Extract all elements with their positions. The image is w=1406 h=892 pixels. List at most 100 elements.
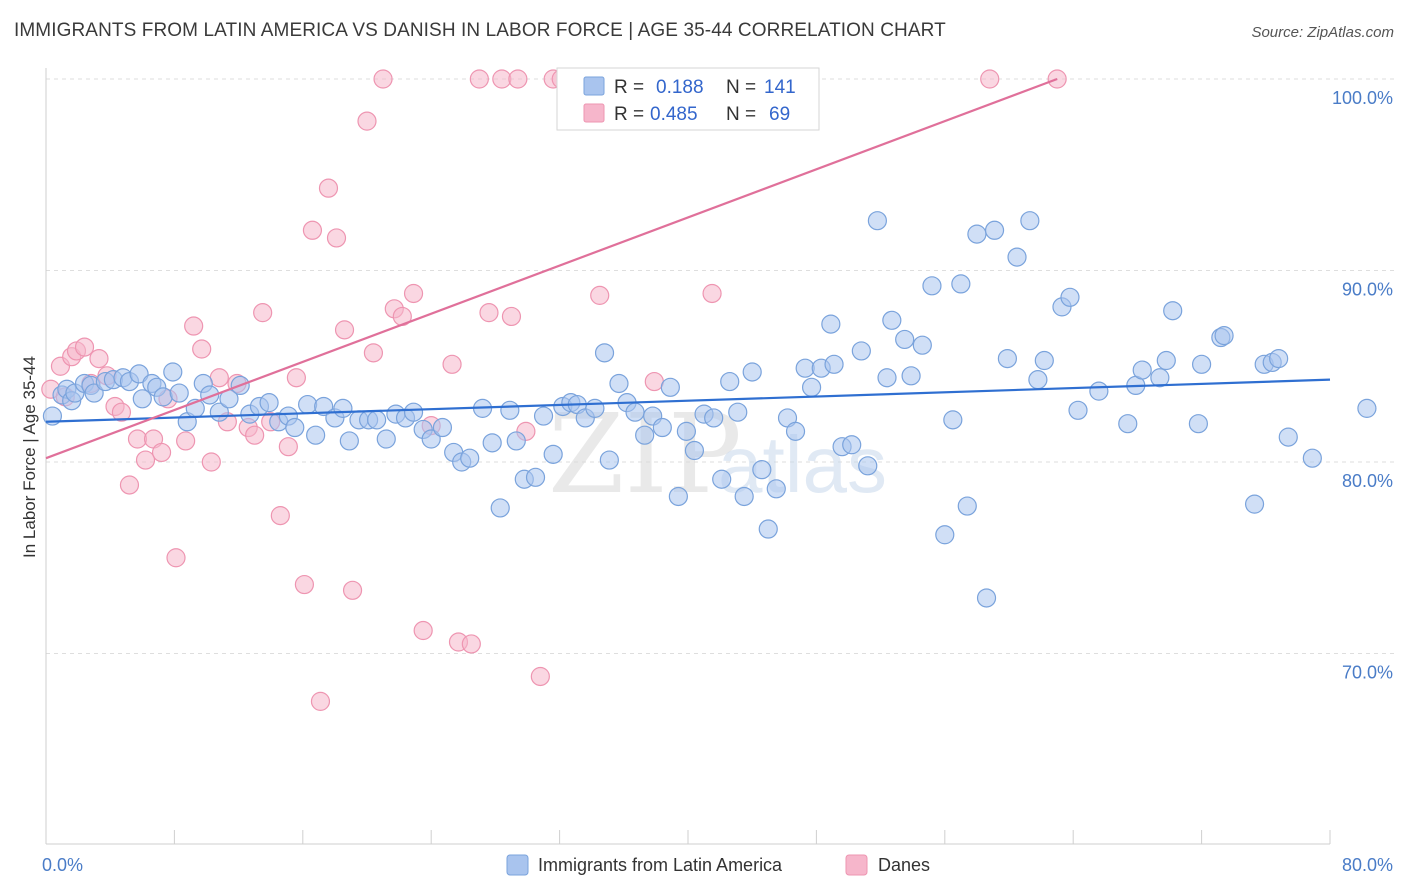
danes-point-47: [442, 354, 462, 374]
legend-swatch-latin-america: [506, 854, 529, 876]
latin-america-point-97: [858, 456, 878, 476]
latin-america-point-31: [285, 417, 305, 438]
latin-america-point-7: [84, 383, 104, 403]
x-tick-label-1: 80.0%: [1342, 855, 1393, 875]
danes-point-32: [294, 574, 315, 595]
latin-america-trend-line: [45, 378, 1331, 423]
latin-america-point-84: [752, 460, 772, 480]
danes-point-15: [151, 442, 172, 463]
latin-america-point-119: [1068, 400, 1088, 420]
danes-point-56: [530, 666, 550, 687]
stats-r-value-pink: 0.485: [650, 104, 698, 125]
latin-america-point-80: [720, 371, 740, 392]
latin-america-point-96: [851, 341, 871, 361]
latin-america-point-134: [1269, 348, 1289, 369]
danes-point-35: [318, 178, 339, 198]
latin-america-point-52: [482, 433, 502, 453]
latin-america-point-86: [766, 479, 786, 499]
danes-point-64: [702, 283, 722, 304]
danes-point-22: [209, 368, 229, 388]
latin-america-point-73: [660, 377, 680, 397]
danes-point-7: [89, 348, 109, 369]
danes-trend-line: [45, 77, 1058, 460]
latin-america-point-102: [901, 366, 921, 386]
latin-america-point-46: [421, 429, 441, 449]
danes-point-29: [270, 506, 290, 526]
latin-america-point-58: [533, 406, 554, 426]
latin-america-point-34: [314, 396, 334, 417]
latin-america-point-69: [625, 402, 645, 422]
stats-r-value-blue: 0.188: [656, 77, 704, 98]
latin-america-point-127: [1188, 414, 1208, 434]
latin-america-point-18: [169, 383, 189, 403]
latin-america-point-32: [298, 394, 318, 415]
stats-n-value-blue: 141: [764, 77, 796, 98]
latin-america-point-28: [259, 393, 279, 413]
danes-point-51: [479, 303, 499, 323]
latin-america-point-16: [153, 387, 173, 407]
latin-america-point-125: [1156, 350, 1176, 371]
latin-america-point-37: [339, 431, 359, 451]
danes-point-52: [492, 69, 512, 89]
latin-america-point-33: [306, 425, 326, 445]
latin-america-point-65: [594, 343, 615, 363]
latin-america-point-88: [785, 421, 806, 441]
latin-america-point-47: [432, 417, 453, 438]
latin-america-point-82: [734, 486, 754, 507]
latin-america-point-101: [895, 329, 915, 350]
latin-america-point-111: [984, 220, 1005, 240]
danes-point-41: [373, 69, 393, 89]
latin-america-point-74: [668, 486, 688, 507]
danes-point-36: [326, 228, 347, 248]
latin-america-point-105: [935, 525, 955, 545]
danes-point-62: [644, 371, 664, 392]
latin-america-point-57: [525, 467, 546, 487]
danes-point-54: [508, 69, 528, 89]
legend-label-latin-america: Immigrants from Latin America: [538, 855, 783, 875]
latin-america-point-112: [997, 348, 1017, 369]
source-credit: Source: ZipAtlas.com: [1251, 24, 1394, 41]
latin-america-point-113: [1007, 247, 1027, 267]
legend-label-danes: Danes: [878, 855, 930, 875]
latin-america-point-66: [599, 450, 619, 470]
latin-america-point-76: [684, 440, 705, 461]
danes-point-50: [469, 69, 489, 89]
latin-america-point-136: [1302, 448, 1322, 468]
stats-legend: R = 0.188 N = 141 R = 0.485 N = 69: [556, 67, 820, 131]
latin-america-point-36: [333, 398, 353, 418]
y-tick-label-0: 100.0%: [1332, 88, 1393, 108]
latin-america-point-40: [367, 410, 387, 430]
latin-america-point-89: [795, 358, 815, 378]
latin-america-point-12: [129, 364, 149, 384]
latin-america-point-95: [842, 435, 862, 455]
latin-america-point-17: [163, 362, 183, 382]
latin-america-point-123: [1132, 360, 1152, 380]
danes-point-44: [403, 283, 424, 304]
danes-point-17: [166, 548, 186, 568]
latin-america-point-137: [1357, 398, 1377, 418]
danes-point-10: [111, 402, 132, 422]
latin-america-point-83: [742, 362, 762, 382]
danes-point-40: [363, 343, 384, 363]
latin-america-point-108: [957, 496, 977, 516]
x-tick-labels: 0.0% 80.0%: [42, 855, 1393, 875]
latin-america-point-75: [676, 421, 696, 441]
latin-america-point-81: [728, 402, 748, 422]
latin-america-point-131: [1244, 494, 1265, 514]
latin-america-point-92: [821, 314, 841, 334]
latin-america-point-110: [976, 588, 997, 608]
latin-america-point-115: [1028, 370, 1048, 390]
y-tick-label-3: 70.0%: [1342, 663, 1393, 683]
danes-point-13: [135, 450, 156, 470]
latin-america-point-41: [376, 429, 396, 449]
latin-america-point-118: [1060, 287, 1080, 307]
latin-america-points: [42, 211, 1377, 608]
danes-point-11: [119, 475, 140, 495]
danes-point-27: [253, 303, 273, 323]
latin-america-point-67: [609, 373, 629, 394]
danes-point-18: [176, 431, 196, 451]
x-tick-label-0: 0.0%: [42, 855, 83, 875]
stats-swatch-pink: [583, 103, 605, 123]
danes-point-30: [278, 437, 298, 457]
